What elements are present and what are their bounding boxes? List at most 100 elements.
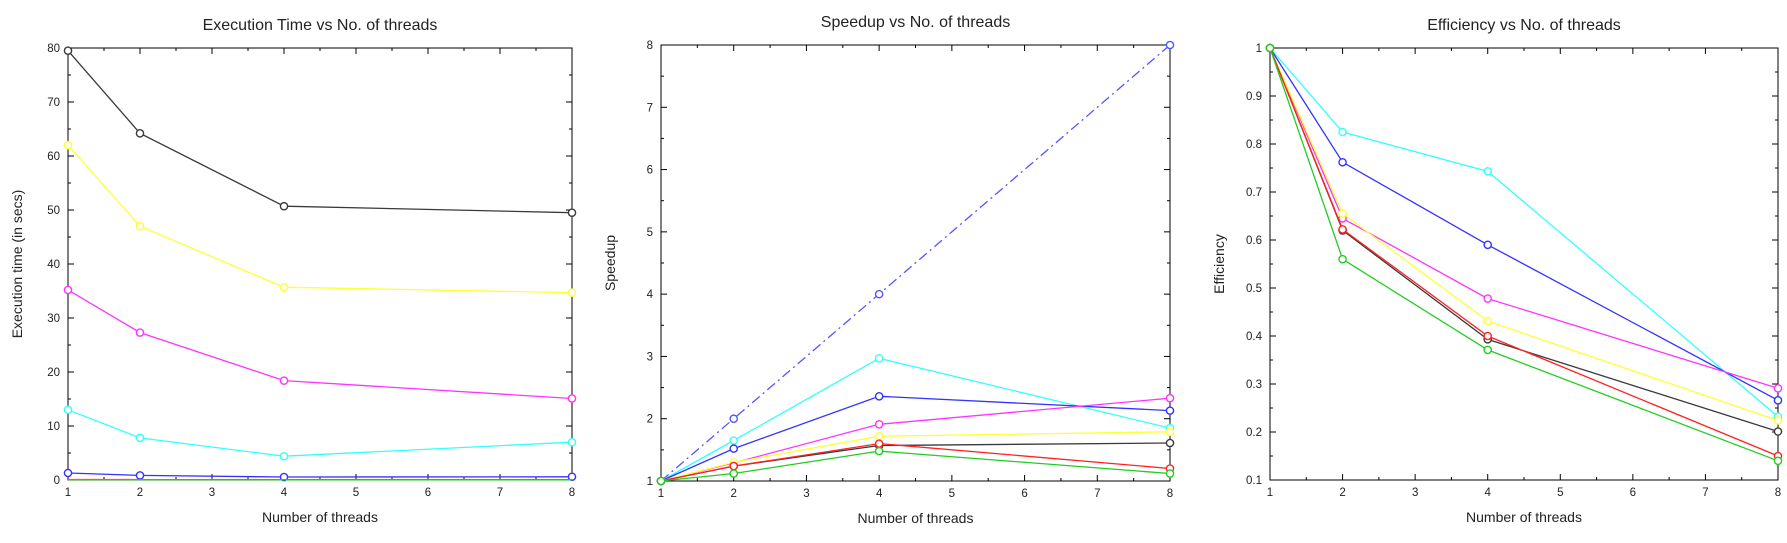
data-point bbox=[1773, 456, 1783, 466]
series-group bbox=[63, 46, 577, 482]
y-tick-label: 0.2 bbox=[1246, 427, 1262, 439]
y-tick-label: 50 bbox=[47, 205, 60, 217]
y-tick-label: 8 bbox=[647, 40, 653, 52]
data-point bbox=[1265, 43, 1275, 53]
y-tick-label: 4 bbox=[647, 289, 654, 301]
plot-frame bbox=[67, 47, 573, 481]
x-tick-label: 4 bbox=[876, 488, 883, 500]
y-tick-label: 0.8 bbox=[1246, 139, 1262, 151]
y-tick-label: 3 bbox=[647, 351, 653, 363]
data-point bbox=[1338, 225, 1347, 234]
x-tick-label: 6 bbox=[425, 487, 431, 499]
data-point bbox=[1338, 254, 1347, 264]
x-tick-label: 5 bbox=[949, 488, 955, 500]
data-point bbox=[656, 476, 666, 486]
series-line-8 bbox=[660, 450, 1171, 482]
y-tick-label: 30 bbox=[47, 313, 60, 325]
data-point bbox=[1165, 469, 1175, 478]
data-point bbox=[874, 439, 884, 448]
data-point bbox=[135, 471, 145, 480]
chart-3: Efficiency vs No. of threads 1 2 3 4 5 6 7 8 0.1 0… bbox=[1211, 17, 1783, 525]
y-tick-label: 6 bbox=[647, 165, 653, 177]
series-group bbox=[1265, 43, 1783, 466]
data-point bbox=[135, 221, 145, 231]
y-axis-label: Efficiency bbox=[1211, 234, 1227, 294]
data-point bbox=[135, 129, 145, 138]
x-tick-label: 8 bbox=[569, 487, 575, 499]
x-tick-label: 2 bbox=[137, 487, 143, 499]
data-point bbox=[874, 391, 884, 401]
data-point bbox=[1773, 427, 1783, 436]
data-point bbox=[135, 433, 145, 443]
x-tick-label: 8 bbox=[1775, 487, 1781, 499]
y-tick-label: 0.4 bbox=[1246, 331, 1263, 343]
data-point bbox=[1483, 240, 1493, 250]
chart-1: Execution Time vs No. of threads 1 2 3 4 5 6 7 8… bbox=[9, 17, 577, 525]
series-line-4 bbox=[1269, 47, 1779, 422]
x-tick-label: 8 bbox=[1167, 488, 1173, 500]
data-point bbox=[567, 208, 577, 217]
series-line-4 bbox=[67, 409, 573, 457]
data-point bbox=[729, 414, 739, 424]
data-point bbox=[279, 472, 289, 482]
chart-2: Speedup vs No. of threads 1 2 3 4 5 6 7 8 1 2 3 4 5 6 7… bbox=[602, 14, 1175, 526]
data-point bbox=[1338, 209, 1347, 218]
data-point bbox=[567, 288, 577, 297]
data-point bbox=[63, 140, 73, 150]
y-tick-label: 1 bbox=[647, 476, 653, 488]
y-tick-label: 70 bbox=[47, 97, 60, 109]
x-tick-label: 3 bbox=[803, 488, 809, 500]
data-point bbox=[1165, 393, 1175, 403]
series-line-2 bbox=[67, 144, 573, 294]
data-point bbox=[874, 446, 884, 456]
x-tick-label: 5 bbox=[353, 487, 359, 499]
x-tick-label: 7 bbox=[1094, 488, 1100, 500]
data-point bbox=[135, 328, 145, 337]
chart-title: Efficiency vs No. of threads bbox=[1427, 17, 1621, 34]
data-point bbox=[1165, 406, 1175, 415]
y-tick-label: 2 bbox=[647, 414, 653, 426]
data-point bbox=[729, 469, 739, 478]
series-line-2 bbox=[1269, 47, 1779, 401]
x-axis-label: Number of threads bbox=[858, 510, 974, 526]
series-line-7 bbox=[660, 442, 1171, 482]
y-tick-label: 0 bbox=[54, 475, 60, 487]
data-point bbox=[729, 436, 739, 445]
data-point bbox=[1165, 427, 1175, 437]
data-point bbox=[1483, 294, 1493, 303]
y-tick-label: 0.1 bbox=[1246, 475, 1262, 487]
y-tick-label: 0.3 bbox=[1246, 379, 1262, 391]
data-point bbox=[1773, 416, 1783, 425]
y-tick-label: 1 bbox=[1256, 43, 1262, 55]
series-line-3 bbox=[67, 289, 573, 400]
series-line-3 bbox=[660, 395, 1171, 482]
y-tick-label: 80 bbox=[47, 43, 60, 55]
x-tick-label: 7 bbox=[497, 487, 503, 499]
data-point bbox=[279, 451, 289, 461]
data-point bbox=[1483, 331, 1493, 341]
series-line-1 bbox=[660, 44, 1171, 482]
x-tick-label: 4 bbox=[281, 487, 288, 499]
x-tick-label: 1 bbox=[65, 487, 71, 499]
x-tick-label: 5 bbox=[1557, 487, 1563, 499]
series-line-5 bbox=[67, 472, 573, 478]
data-point bbox=[279, 201, 289, 211]
series-line-1 bbox=[1269, 47, 1779, 418]
series-line-7 bbox=[1269, 47, 1779, 462]
x-tick-label: 3 bbox=[209, 487, 215, 499]
y-tick-label: 60 bbox=[47, 151, 60, 163]
x-tick-label: 1 bbox=[658, 488, 664, 500]
x-tick-label: 4 bbox=[1485, 487, 1492, 499]
y-tick-label: 10 bbox=[47, 421, 60, 433]
data-point bbox=[63, 46, 73, 56]
x-tick-label: 2 bbox=[731, 488, 737, 500]
series-line-5 bbox=[660, 431, 1171, 482]
y-tick-label: 40 bbox=[47, 259, 60, 271]
data-point bbox=[1773, 396, 1783, 405]
series-line-1 bbox=[67, 50, 573, 214]
x-tick-label: 7 bbox=[1702, 487, 1708, 499]
data-point bbox=[63, 468, 73, 478]
data-point bbox=[1338, 157, 1347, 167]
chart-title: Speedup vs No. of threads bbox=[821, 14, 1010, 31]
